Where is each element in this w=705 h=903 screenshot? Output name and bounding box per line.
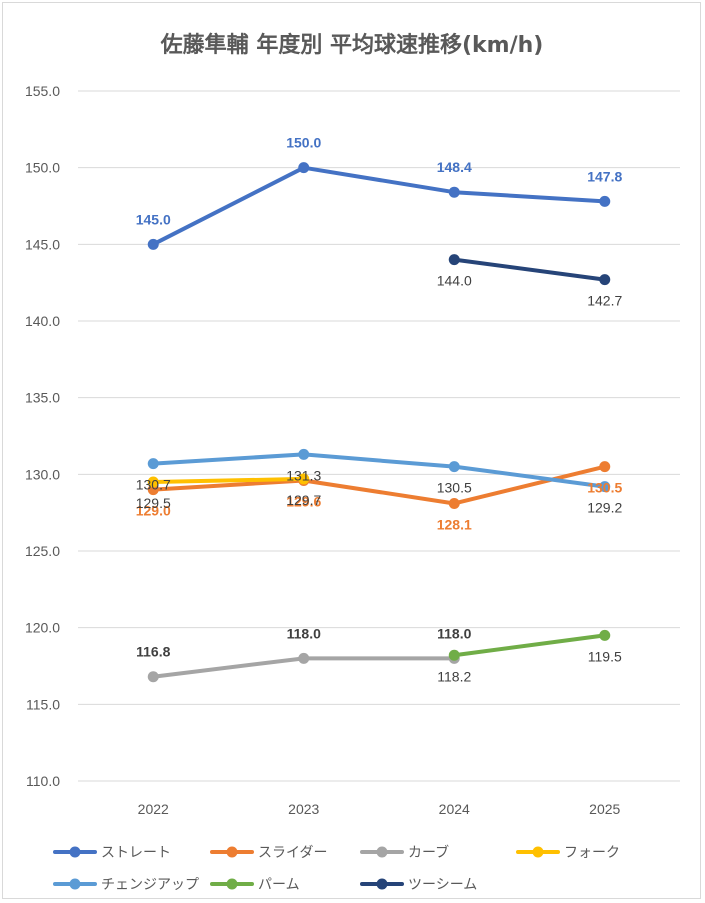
y-tick-label: 110.0: [26, 773, 60, 789]
data-point: [147, 671, 159, 683]
data-label: 129.7: [286, 492, 321, 508]
data-point: [599, 274, 611, 286]
legend-marker: [69, 878, 81, 890]
data-label: 116.8: [136, 644, 170, 660]
data-label: 128.1: [437, 516, 472, 532]
data-label: 148.4: [437, 159, 472, 175]
x-tick-label: 2024: [439, 801, 470, 817]
data-label: 130.5: [587, 480, 622, 496]
data-label: 131.3: [286, 467, 321, 483]
legend-marker: [226, 846, 238, 858]
y-tick-label: 130.0: [25, 466, 60, 482]
data-label: 119.5: [588, 648, 622, 664]
data-point: [298, 448, 310, 460]
data-point: [298, 473, 310, 485]
data-point: [599, 629, 611, 641]
series-line: [452, 633, 607, 658]
data-point: [448, 497, 460, 509]
legend-label: パーム: [258, 877, 300, 893]
data-label: 150.0: [286, 135, 321, 151]
data-point: [599, 461, 611, 473]
data-point: [448, 254, 460, 266]
data-label: 130.5: [437, 480, 472, 496]
y-tick-label: 115.0: [26, 696, 60, 712]
series-line: [452, 257, 607, 282]
data-point: [599, 481, 611, 493]
legend-label: ツーシーム: [408, 877, 477, 893]
data-label: 129.2: [587, 500, 622, 516]
data-point: [448, 461, 460, 473]
series-line: [151, 452, 607, 489]
legend-marker: [376, 878, 388, 890]
y-tick-label: 150.0: [25, 160, 60, 176]
data-point: [448, 186, 460, 198]
y-tick-label: 135.0: [25, 390, 60, 406]
data-point: [448, 649, 460, 661]
legend-label: チェンジアップ: [101, 877, 199, 893]
data-label: 129.6: [286, 493, 321, 509]
x-tick-label: 2025: [589, 801, 620, 817]
series-line: [151, 165, 607, 247]
legend-marker: [69, 846, 81, 858]
x-tick-label: 2023: [288, 801, 319, 817]
chart-title: 佐藤隼輔 年度別 平均球速推移(km/h): [160, 32, 544, 58]
legend-marker: [532, 846, 544, 858]
legend-marker: [376, 846, 388, 858]
data-point: [599, 195, 611, 207]
y-tick-label: 120.0: [25, 620, 60, 636]
y-tick-label: 125.0: [25, 543, 60, 559]
legend-label: スライダー: [258, 845, 327, 861]
data-point: [298, 652, 310, 664]
series-line: [151, 476, 306, 484]
data-point: [147, 458, 159, 470]
data-point: [147, 476, 159, 488]
data-label: 118.0: [437, 625, 471, 641]
data-label: 118.0: [287, 625, 321, 641]
data-label: 144.0: [437, 273, 472, 289]
y-tick-label: 145.0: [25, 236, 60, 252]
data-label: 129.0: [136, 503, 171, 519]
y-tick-label: 155.0: [25, 83, 60, 99]
series-line: [151, 464, 607, 506]
data-label: 129.5: [136, 495, 171, 511]
legend-label: カーブ: [408, 844, 449, 861]
data-label: 130.7: [136, 477, 171, 493]
data-point: [147, 238, 159, 250]
data-label: 147.8: [587, 168, 622, 184]
legend-label: ストレート: [101, 845, 171, 861]
data-label: 142.7: [587, 293, 622, 309]
legend-marker: [226, 878, 238, 890]
x-tick-label: 2022: [138, 801, 169, 817]
data-point: [147, 484, 159, 496]
data-point: [298, 162, 310, 174]
legend-label: フォーク: [564, 845, 620, 861]
data-label: 145.0: [136, 211, 171, 227]
y-tick-label: 140.0: [25, 313, 60, 329]
data-label: 118.2: [437, 668, 471, 684]
